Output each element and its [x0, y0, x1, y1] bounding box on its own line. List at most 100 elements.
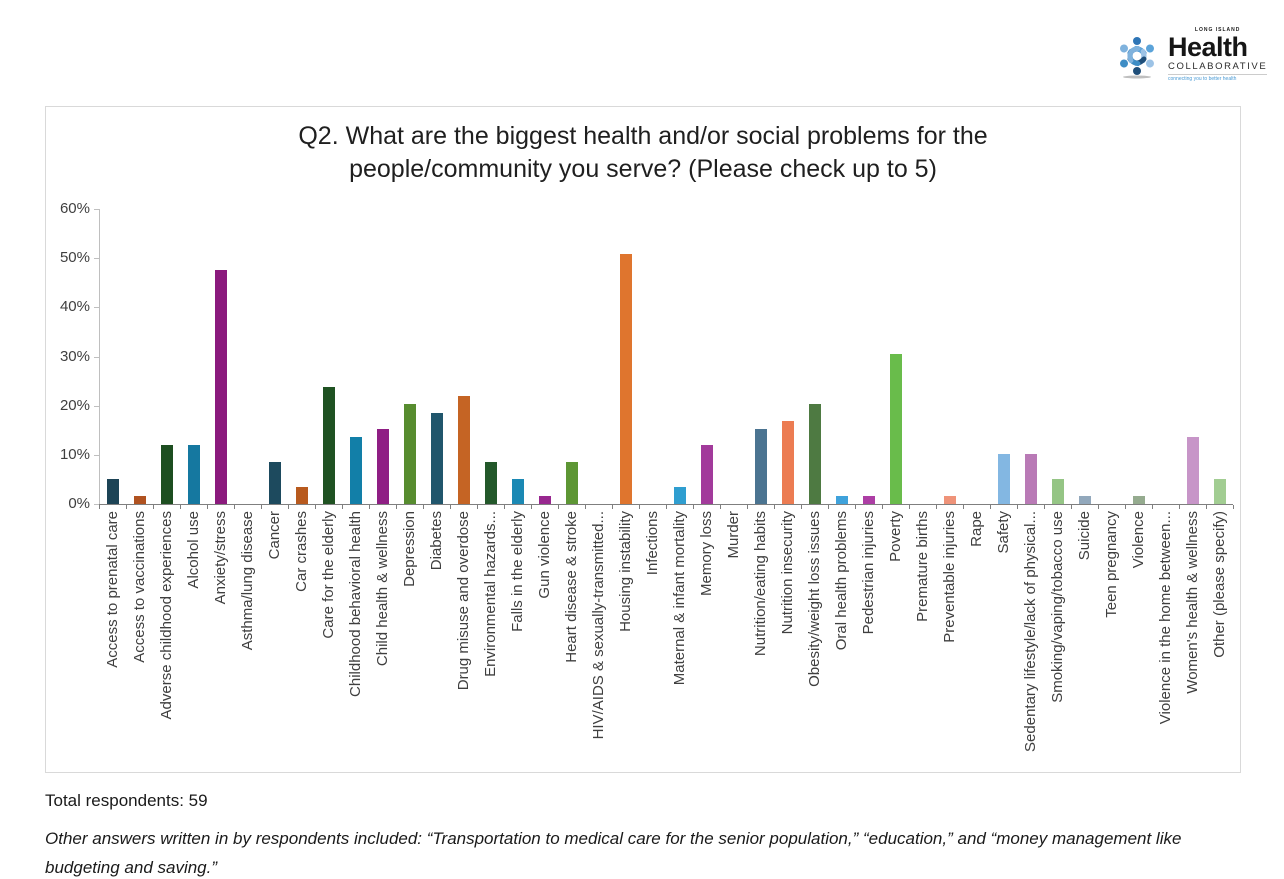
category-label: Childhood behavioral health — [347, 511, 364, 697]
x-axis-tick — [612, 505, 613, 509]
category-label: Women's health & wellness — [1184, 511, 1201, 694]
y-tick-label: 10% — [59, 445, 90, 463]
brand-name: Health — [1168, 31, 1248, 62]
x-axis-tick — [450, 505, 451, 509]
y-axis-tick — [94, 356, 99, 358]
y-tick-label: 50% — [59, 249, 90, 267]
other-answers-note: Other answers written in by respondents … — [45, 829, 1182, 877]
x-axis-line — [99, 504, 1233, 505]
x-axis-tick — [531, 505, 532, 509]
bar — [133, 495, 146, 504]
x-axis-tick — [234, 505, 235, 509]
x-axis-tick — [261, 505, 262, 509]
x-axis-tick — [99, 505, 100, 509]
y-tick-label: 20% — [59, 396, 90, 414]
bar — [700, 445, 713, 504]
category-label: Violence — [1130, 511, 1147, 569]
x-axis-tick — [963, 505, 964, 509]
bar — [673, 487, 686, 504]
y-tick-label: 0% — [68, 495, 90, 512]
category-label: Diabetes — [428, 511, 445, 571]
x-axis-tick — [585, 505, 586, 509]
x-axis-tick — [1179, 505, 1180, 509]
category-label: Access to vaccinations — [131, 511, 148, 663]
category-label: Sedentary lifestyle/lack of physical... — [1022, 511, 1039, 752]
bar — [1213, 478, 1226, 504]
total-respondents-text: Total respondents: 59 — [45, 791, 208, 810]
x-axis-tick — [990, 505, 991, 509]
category-label: Obesity/weight loss issues — [806, 511, 823, 687]
category-label: Poverty — [887, 511, 904, 562]
category-label: Violence in the home between... — [1157, 511, 1174, 725]
brand-suffix: COLLABORATIVE — [1168, 60, 1268, 72]
bar — [889, 354, 902, 504]
category-label: Smoking/vaping/tobacco use — [1049, 511, 1066, 703]
bar — [781, 420, 794, 504]
bar — [862, 495, 875, 504]
y-axis-tick — [94, 307, 99, 309]
y-axis-tick — [94, 405, 99, 407]
bar — [835, 495, 848, 504]
bar — [268, 462, 281, 504]
bar — [484, 462, 497, 504]
bar — [511, 478, 524, 504]
category-label: Nutrition insecurity — [779, 511, 796, 635]
category-label: Murder — [725, 511, 742, 559]
category-label: Cancer — [266, 511, 283, 560]
bar — [754, 428, 767, 504]
category-label: Infections — [644, 511, 661, 576]
x-axis-tick — [423, 505, 424, 509]
category-label: Teen pregnancy — [1103, 511, 1120, 618]
y-tick-label: 60% — [59, 200, 90, 217]
bar-chart-plot-area: 0% 10% 20% 30% 40% 50% 60% Access to prenatal c… — [46, 107, 1242, 774]
bar — [1024, 453, 1037, 504]
category-label: Adverse childhood experiences — [158, 511, 175, 720]
category-label: Heart disease & stroke — [563, 511, 580, 663]
bar — [430, 412, 443, 504]
category-label: Premature births — [914, 511, 931, 622]
x-axis-tick — [558, 505, 559, 509]
category-label: Drug misuse and overdose — [455, 511, 472, 691]
x-axis-tick — [720, 505, 721, 509]
x-axis-tick — [315, 505, 316, 509]
category-label: HIV/AIDS & sexually-transmitted... — [590, 511, 607, 740]
x-axis-tick — [909, 505, 910, 509]
bar — [1078, 495, 1091, 504]
bar — [457, 395, 470, 504]
x-axis-tick — [180, 505, 181, 509]
x-axis-tick — [396, 505, 397, 509]
x-axis-tick — [666, 505, 667, 509]
category-label: Alcohol use — [185, 511, 202, 589]
bar — [349, 437, 362, 504]
y-axis-tick — [94, 504, 99, 505]
category-label: Maternal & infant mortality — [671, 511, 688, 686]
x-axis-tick — [153, 505, 154, 509]
bar — [997, 453, 1010, 504]
x-axis-tick — [855, 505, 856, 509]
y-tick-label: 30% — [59, 347, 90, 365]
x-axis-tick — [1071, 505, 1072, 509]
x-axis-tick — [477, 505, 478, 509]
category-label: Preventable injuries — [941, 511, 958, 643]
bar — [403, 404, 416, 504]
brand-tagline: connecting you to better health — [1168, 74, 1268, 82]
chart-container: Q2. What are the biggest health and/or s… — [45, 106, 1241, 773]
bar — [943, 495, 956, 504]
x-axis-tick — [369, 505, 370, 509]
x-axis-tick — [801, 505, 802, 509]
x-axis-tick — [126, 505, 127, 509]
x-axis-tick — [936, 505, 937, 509]
x-axis-tick — [1233, 505, 1234, 509]
x-axis-tick — [1152, 505, 1153, 509]
bar — [106, 478, 119, 504]
category-label: Gun violence — [536, 511, 553, 599]
x-axis-tick — [747, 505, 748, 509]
x-axis-tick — [207, 505, 208, 509]
y-axis-tick — [94, 258, 99, 260]
x-axis-tick — [774, 505, 775, 509]
x-axis-tick — [882, 505, 883, 509]
category-label: Oral health problems — [833, 511, 850, 651]
y-axis-tick — [94, 454, 99, 456]
category-label: Environmental hazards... — [482, 511, 499, 677]
